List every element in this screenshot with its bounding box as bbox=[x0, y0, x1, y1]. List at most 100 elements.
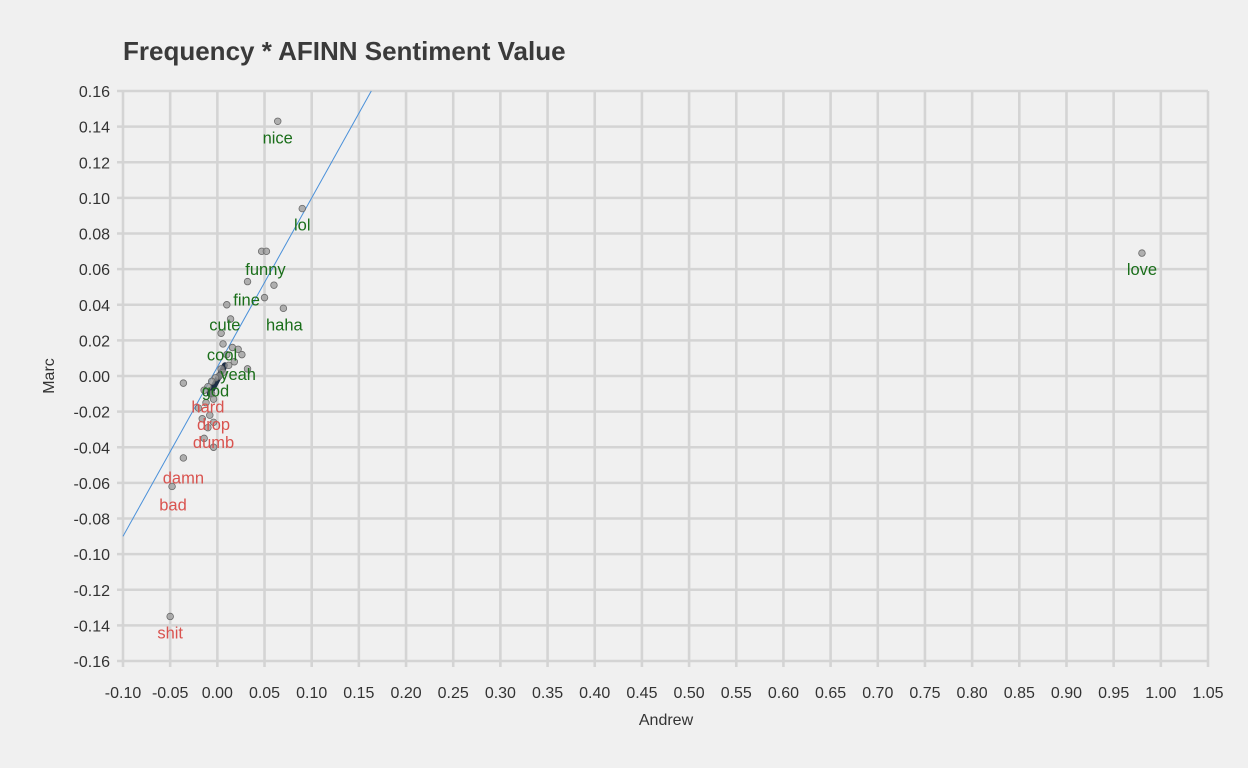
data-point bbox=[226, 315, 235, 323]
data-point bbox=[219, 340, 227, 348]
gridlines bbox=[117, 89, 1210, 667]
x-tick-label: 1.00 bbox=[1145, 685, 1176, 702]
word-label: nice bbox=[263, 129, 293, 147]
x-axis-label: Andrew bbox=[639, 712, 694, 729]
x-tick-label: 0.35 bbox=[532, 685, 563, 702]
data-point bbox=[200, 434, 208, 443]
y-tick-label: 0.06 bbox=[79, 262, 110, 279]
word-labels: nice lol love funny fine haha cute coolyeahgodh… bbox=[157, 129, 1157, 642]
x-tick-label: 0.10 bbox=[296, 685, 327, 702]
x-tick-label: 0.25 bbox=[438, 685, 469, 702]
data-point bbox=[230, 358, 239, 366]
data-point bbox=[279, 304, 288, 313]
chart-title: Frequency * AFINN Sentiment Value bbox=[123, 36, 566, 66]
word-label: damn bbox=[163, 470, 204, 488]
data-point bbox=[204, 423, 212, 432]
fit-line bbox=[122, 90, 372, 537]
data-point bbox=[262, 247, 271, 256]
data-point bbox=[298, 204, 306, 213]
y-tick-label: -0.16 bbox=[74, 654, 111, 671]
data-point bbox=[1138, 249, 1146, 257]
word-label: drop bbox=[197, 416, 230, 434]
data-point bbox=[238, 350, 246, 359]
data-point bbox=[166, 612, 174, 621]
x-tick-label: 0.45 bbox=[626, 685, 657, 702]
word-label: haha bbox=[266, 316, 304, 334]
data-point bbox=[274, 117, 282, 125]
data-point bbox=[243, 365, 252, 373]
data-point bbox=[223, 350, 231, 359]
y-tick-label: 0.10 bbox=[79, 191, 110, 208]
x-tick-label: 0.55 bbox=[721, 685, 752, 702]
data-point bbox=[207, 377, 216, 386]
word-label: shit bbox=[157, 625, 183, 643]
x-tick-label: 0.65 bbox=[815, 685, 846, 702]
word-label: fine bbox=[233, 291, 260, 309]
y-tick-label: 0.14 bbox=[79, 120, 110, 137]
y-tick-label: 0.04 bbox=[79, 298, 110, 315]
data-points bbox=[166, 117, 1146, 621]
y-tick-label: 0.02 bbox=[79, 333, 110, 350]
x-tick-label: 0.15 bbox=[343, 685, 374, 702]
x-tick-label: 0.80 bbox=[957, 685, 988, 702]
x-tick-label: -0.10 bbox=[105, 685, 142, 702]
x-tick-label: 0.85 bbox=[1004, 685, 1035, 702]
data-point bbox=[209, 395, 218, 403]
y-tick-label: -0.12 bbox=[74, 583, 111, 600]
data-point bbox=[270, 281, 278, 289]
data-point bbox=[200, 386, 208, 394]
x-axis-ticks: -0.10 -0.05 0.00 0.05 0.10 0.15 0.20 0.25 0.30 0.… bbox=[105, 685, 1224, 702]
y-axis-ticks: 0.16 0.14 0.12 0.10 0.08 0.06 0.04 0.02 0.00 -0.0… bbox=[74, 84, 111, 671]
y-tick-label: -0.08 bbox=[74, 512, 111, 529]
x-tick-label: 0.90 bbox=[1051, 685, 1082, 702]
y-tick-label: -0.14 bbox=[74, 618, 111, 635]
data-point bbox=[194, 404, 203, 412]
y-tick-label: 0.00 bbox=[79, 369, 110, 386]
x-tick-label: 0.70 bbox=[862, 685, 893, 702]
x-tick-label: 0.05 bbox=[249, 685, 280, 702]
data-point bbox=[198, 415, 206, 423]
x-tick-label: 1.05 bbox=[1192, 685, 1223, 702]
y-tick-label: -0.10 bbox=[74, 547, 111, 564]
data-point bbox=[243, 277, 252, 286]
y-tick-label: 0.08 bbox=[79, 227, 110, 244]
data-point bbox=[223, 301, 231, 309]
word-label: love bbox=[1127, 261, 1157, 279]
data-point bbox=[206, 411, 214, 419]
data-point bbox=[224, 361, 233, 370]
y-tick-label: -0.06 bbox=[74, 476, 111, 493]
word-label: cool bbox=[207, 347, 237, 365]
word-label: dumb bbox=[193, 434, 234, 452]
data-point bbox=[260, 293, 269, 302]
y-axis-label: Marc bbox=[41, 358, 58, 394]
x-tick-label: 0.20 bbox=[390, 685, 421, 702]
y-tick-label: -0.04 bbox=[74, 440, 111, 457]
word-label: funny bbox=[245, 261, 286, 279]
x-tick-label: 0.95 bbox=[1098, 685, 1129, 702]
data-point bbox=[179, 379, 188, 387]
data-point bbox=[217, 329, 225, 337]
x-tick-label: 0.30 bbox=[485, 685, 516, 702]
word-label: cute bbox=[209, 316, 240, 334]
x-tick-label: 0.40 bbox=[579, 685, 610, 702]
data-point bbox=[168, 482, 176, 491]
word-label: hard bbox=[191, 398, 224, 416]
data-point bbox=[209, 418, 218, 427]
data-point bbox=[179, 454, 188, 462]
word-label: god bbox=[202, 382, 230, 400]
x-tick-label: 0.00 bbox=[202, 685, 233, 702]
word-label: lol bbox=[294, 217, 311, 235]
x-tick-label: 0.60 bbox=[768, 685, 799, 702]
word-label: yeah bbox=[220, 366, 256, 384]
fit-line-layer bbox=[122, 90, 372, 537]
x-tick-label: 0.50 bbox=[674, 685, 705, 702]
data-point bbox=[202, 399, 210, 407]
word-label: bad bbox=[159, 496, 187, 514]
data-point bbox=[234, 345, 242, 353]
y-tick-label: -0.02 bbox=[74, 405, 111, 422]
y-tick-label: 0.12 bbox=[79, 155, 110, 172]
x-tick-label: -0.05 bbox=[152, 685, 189, 702]
y-tick-label: 0.16 bbox=[79, 84, 110, 101]
